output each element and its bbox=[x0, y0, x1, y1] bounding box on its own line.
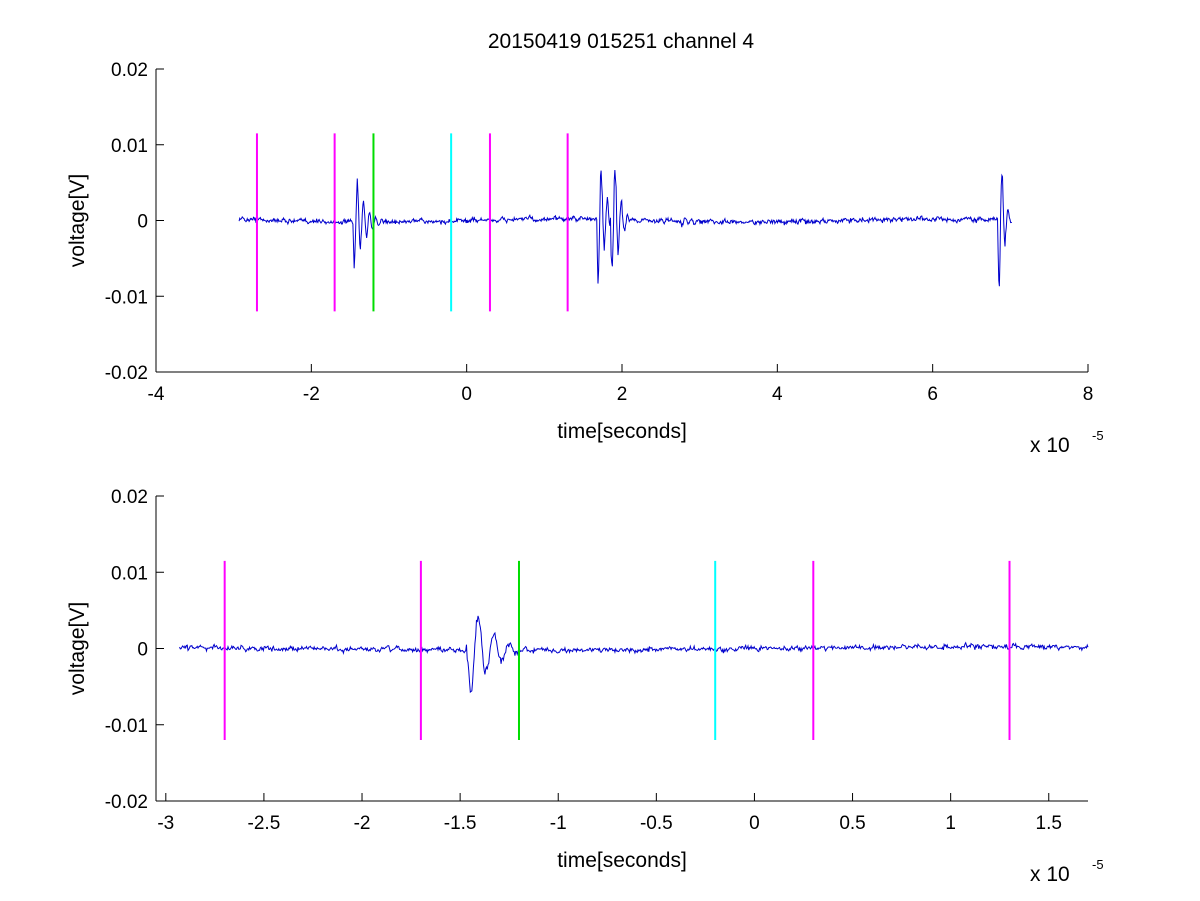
x-axis-label: time[seconds] bbox=[557, 849, 687, 872]
x-tick-label: -1.5 bbox=[444, 813, 477, 834]
y-tick-label: 0 bbox=[137, 640, 148, 661]
x-tick-label: 2 bbox=[617, 384, 628, 405]
y-tick-label: 0.02 bbox=[111, 487, 148, 508]
x-tick-label: 4 bbox=[772, 384, 783, 405]
x-tick-label: -2 bbox=[303, 384, 320, 405]
x-multiplier: x 10 bbox=[1030, 434, 1070, 457]
x-tick-label: 8 bbox=[1083, 384, 1094, 405]
y-tick-label: -0.02 bbox=[105, 363, 148, 384]
y-tick-label: 0 bbox=[137, 212, 148, 233]
x-tick-label: 0.5 bbox=[839, 813, 865, 834]
bottom-plot: -3 -2.5 -2 -1.5 -1 -0.5 0 0.5 1 1.5 -0.02 -0.01 0 0.0… bbox=[66, 487, 1104, 886]
signal-line bbox=[179, 615, 1089, 694]
x-tick-label: -1 bbox=[550, 813, 567, 834]
x-tick-label: -3 bbox=[157, 813, 174, 834]
x-tick-label: -4 bbox=[148, 384, 165, 405]
y-tick-label: 0.01 bbox=[111, 136, 148, 157]
x-tick-label: -0.5 bbox=[640, 813, 673, 834]
x-multiplier: x 10 bbox=[1030, 863, 1070, 886]
x-tick-label: 6 bbox=[927, 384, 938, 405]
x-tick-label: 1.5 bbox=[1036, 813, 1062, 834]
signal-line bbox=[238, 170, 1012, 287]
x-multiplier-exponent: -5 bbox=[1092, 428, 1104, 443]
x-multiplier-exponent: -5 bbox=[1092, 857, 1104, 872]
y-tick-label: -0.01 bbox=[105, 716, 148, 737]
x-tick-label: 0 bbox=[461, 384, 472, 405]
y-tick-label: -0.01 bbox=[105, 287, 148, 308]
x-tick-label: 1 bbox=[945, 813, 956, 834]
y-tick-label: 0.02 bbox=[111, 60, 148, 81]
y-tick-label: 0.01 bbox=[111, 563, 148, 584]
top-plot: -4 -2 0 2 4 6 8 -0.02 -0.01 0 0.01 0.02 time[seconds… bbox=[66, 60, 1104, 457]
x-axis-label: time[seconds] bbox=[557, 420, 687, 443]
y-tick-label: -0.02 bbox=[105, 792, 148, 813]
x-tick-label: 0 bbox=[749, 813, 760, 834]
y-axis-label: voltage[V] bbox=[66, 174, 89, 267]
x-tick-label: -2.5 bbox=[248, 813, 281, 834]
y-axis-label: voltage[V] bbox=[66, 602, 89, 695]
x-tick-label: -2 bbox=[354, 813, 371, 834]
figure-title: 20150419 015251 channel 4 bbox=[488, 30, 755, 53]
